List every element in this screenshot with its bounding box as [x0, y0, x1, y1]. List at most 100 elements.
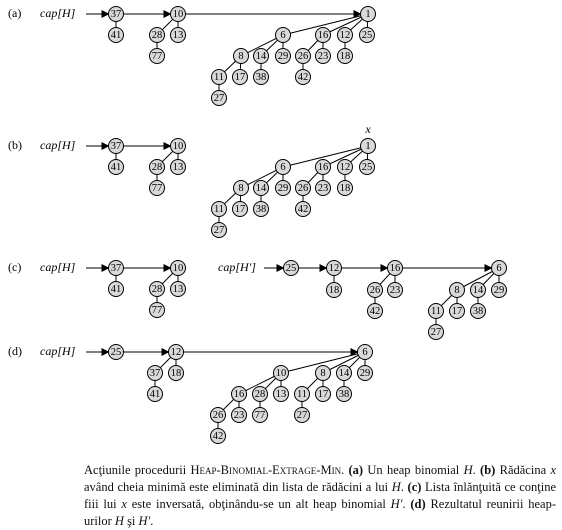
heap-node — [211, 90, 227, 106]
heap-node — [108, 138, 124, 154]
heap-node — [170, 159, 186, 175]
child-edge — [282, 145, 369, 168]
caption-part: H — [391, 480, 401, 494]
heap-node — [149, 48, 165, 64]
heap-node — [253, 180, 269, 196]
node-key: 28 — [255, 389, 266, 400]
heap-node — [275, 27, 291, 43]
node-key: 1 — [365, 141, 370, 152]
node-key: 41 — [111, 284, 122, 295]
heap-node — [336, 386, 352, 402]
node-key: 77 — [152, 183, 163, 194]
node-key: 6 — [280, 30, 285, 41]
node-key: 41 — [111, 162, 122, 173]
heap-node — [367, 282, 383, 298]
heap-node — [449, 303, 465, 319]
node-key: 16 — [318, 30, 329, 41]
node-key: 42 — [298, 204, 309, 215]
heap-node — [168, 344, 184, 360]
heap-node — [232, 201, 248, 217]
node-key: 12 — [329, 263, 340, 274]
node-key: 26 — [298, 183, 309, 194]
heap-node — [170, 281, 186, 297]
heap-node — [337, 180, 353, 196]
node-key: 6 — [280, 162, 285, 173]
heap-node — [273, 386, 289, 402]
node-key: 77 — [152, 51, 163, 62]
node-key: 16 — [234, 389, 245, 400]
node-key: 23 — [318, 183, 329, 194]
child-edge — [282, 13, 369, 36]
heap-node — [428, 324, 444, 340]
child-edge — [322, 13, 369, 36]
node-key: 23 — [318, 51, 329, 62]
node-key: 17 — [235, 72, 246, 83]
node-key: 29 — [360, 368, 371, 379]
node-key: 1 — [365, 9, 370, 20]
node-key: 12 — [340, 30, 351, 41]
node-key: 18 — [171, 368, 182, 379]
caption-part: este inversată, obţinându-se un alt heap… — [126, 497, 391, 511]
heap-node — [367, 303, 383, 319]
heap-node — [211, 69, 227, 85]
caption-part: (b) — [480, 463, 496, 477]
caption-part: (c) — [407, 480, 422, 494]
node-key: 41 — [150, 389, 161, 400]
caption-part: . — [400, 480, 408, 494]
heap-node — [211, 201, 227, 217]
heap-node — [449, 282, 465, 298]
heap-node — [170, 260, 186, 276]
heap-node — [233, 180, 249, 196]
node-key: 6 — [362, 347, 367, 358]
pointer-label: cap[H] — [40, 260, 76, 274]
caption-part: Rezultatul reunirii heap-urilor — [84, 497, 556, 528]
heap-node — [147, 386, 163, 402]
node-key: 14 — [256, 51, 267, 62]
caption-part: H — [114, 514, 124, 528]
node-key: 18 — [340, 183, 351, 194]
node-key: 17 — [452, 306, 463, 317]
heap-node — [252, 407, 268, 423]
pointer-label: cap[H′] — [218, 260, 256, 274]
node-key: 18 — [340, 51, 351, 62]
heap-node — [357, 344, 373, 360]
heap-node — [275, 48, 291, 64]
heap-node — [295, 48, 311, 64]
heap-node — [336, 365, 352, 381]
node-key: 18 — [329, 285, 340, 296]
node-key: 38 — [473, 306, 484, 317]
node-key: 16 — [318, 162, 329, 173]
heap-node — [275, 159, 291, 175]
node-key: 42 — [298, 72, 309, 83]
heap-node — [170, 27, 186, 43]
node-key: 38 — [256, 72, 267, 83]
node-key: 13 — [173, 30, 184, 41]
heap-node — [315, 386, 331, 402]
node-key: 10 — [173, 9, 184, 20]
heap-node — [387, 260, 403, 276]
heap-node — [294, 407, 310, 423]
caption-part: H′ — [138, 514, 151, 528]
caption-part: Acţiunile procedurii — [84, 463, 191, 477]
caption-part: H′ — [390, 497, 403, 511]
heap-node — [470, 303, 486, 319]
caption-part: şi — [123, 514, 139, 528]
heap-node — [359, 159, 375, 175]
caption-part: x — [550, 463, 556, 477]
heap-node — [108, 159, 124, 175]
child-edge — [280, 351, 366, 374]
heap-node — [231, 407, 247, 423]
node-key: 8 — [454, 285, 459, 296]
caption-part: x — [121, 497, 127, 511]
heap-node — [273, 365, 289, 381]
heap-node — [253, 48, 269, 64]
heap-node — [315, 48, 331, 64]
node-key: 26 — [370, 285, 381, 296]
caption-part: Lista înlănţuită ce conţine fiii lui — [84, 480, 560, 511]
heap-node — [108, 344, 124, 360]
node-key: 28 — [152, 30, 163, 41]
heap-node — [149, 281, 165, 297]
caption-part: Un heap binomial — [363, 463, 464, 477]
heap-node — [149, 159, 165, 175]
heap-node — [295, 201, 311, 217]
